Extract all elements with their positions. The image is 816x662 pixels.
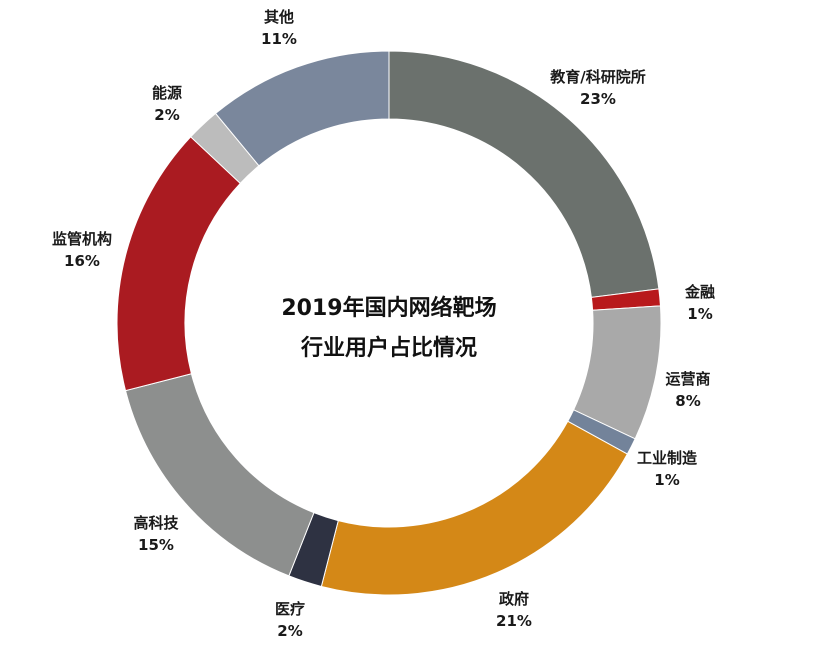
slice-label-8: 能源 (152, 84, 182, 102)
donut-slices (116, 50, 662, 596)
slice-value-7: 16% (64, 252, 100, 270)
slice-4 (320, 420, 629, 596)
slice-value-2: 8% (675, 392, 700, 410)
slice-value-5: 2% (277, 622, 302, 640)
slice-value-1: 1% (687, 305, 712, 323)
slice-label-6: 高科技 (133, 514, 179, 532)
slice-label-4: 政府 (499, 590, 529, 608)
slice-value-8: 2% (154, 106, 179, 124)
slice-7 (116, 136, 241, 392)
chart-title-line-2: 行业用户占比情况 (300, 335, 477, 361)
slice-value-9: 11% (261, 30, 297, 48)
slice-9 (214, 50, 390, 167)
slice-value-6: 15% (138, 536, 174, 554)
slice-value-0: 23% (580, 90, 616, 108)
slice-label-7: 监管机构 (52, 230, 112, 248)
slice-value-3: 1% (654, 471, 679, 489)
slice-label-3: 工业制造 (637, 449, 697, 467)
slice-label-9: 其他 (264, 8, 294, 26)
slice-label-0: 教育/科研院所 (549, 68, 645, 86)
slice-labels: 教育/科研院所 23% 金融 1% 运营商 8% 工业制造 1% 政府 21% 医疗 2% 高科技 15%… (52, 8, 715, 640)
slice-label-1: 金融 (684, 283, 715, 301)
slice-label-2: 运营商 (665, 370, 710, 388)
slice-label-5: 医疗 (275, 600, 305, 618)
slice-0 (388, 50, 660, 298)
slice-value-4: 21% (496, 612, 532, 630)
chart-title-line-1: 2019年国内网络靶场 (281, 295, 496, 321)
